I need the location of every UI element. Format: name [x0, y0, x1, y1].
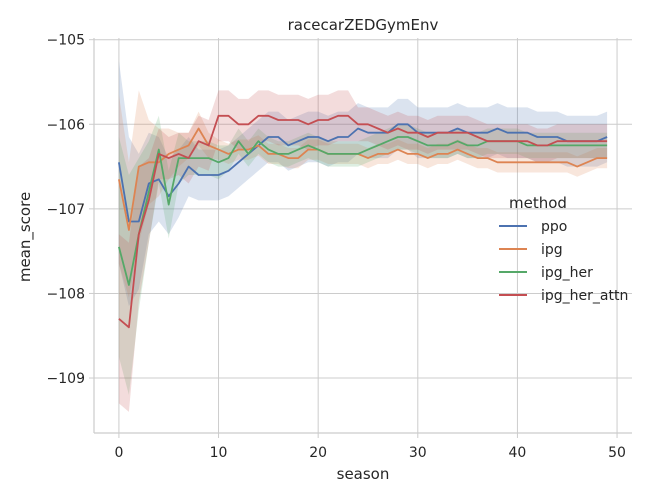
legend-label-ipg-her: ipg_her: [541, 265, 593, 281]
x-tick-label: 40: [509, 445, 527, 461]
grid: [94, 38, 632, 433]
x-tick-label: 20: [309, 445, 327, 461]
confidence-band-ipg-her: [118, 115, 608, 395]
axes: [89, 38, 632, 438]
legend-label-ppo: ppo: [541, 219, 567, 235]
series-lines: [118, 114, 608, 329]
x-tick-label: 0: [114, 445, 123, 461]
x-tick-label: 10: [210, 445, 228, 461]
chart-title: racecarZEDGymEnv: [288, 16, 439, 34]
confidence-band-ppo: [118, 60, 608, 307]
x-tick-label: 30: [409, 445, 427, 461]
legend: method ppo ipg ipg_her ipg_her_attn: [499, 194, 628, 304]
legend-label-ipg-her-attn: ipg_her_attn: [541, 288, 628, 304]
y-tick-label: −109: [47, 371, 85, 387]
confidence-bands: [118, 60, 608, 412]
series-line-ppo: [118, 123, 608, 223]
series-line-ipg-her: [118, 136, 608, 286]
legend-label-ipg: ipg: [541, 242, 563, 258]
legend-title: method: [509, 194, 567, 212]
x-tick-label: 50: [608, 445, 626, 461]
x-axis-label: season: [337, 465, 390, 483]
series-line-ipg: [118, 127, 608, 231]
y-tick-label: −106: [47, 117, 86, 133]
confidence-band-ipg: [118, 90, 608, 298]
y-tick-label: −107: [47, 202, 85, 218]
series-line-ipg-her-attn: [118, 114, 608, 329]
y-tick-label: −105: [47, 33, 85, 49]
y-tick-labels: −109 −108 −107 −106 −105: [47, 33, 86, 387]
y-tick-label: −108: [47, 286, 85, 302]
x-tick-labels: 0 10 20 30 40 50: [114, 445, 626, 461]
y-axis-label: mean_score: [16, 192, 35, 282]
